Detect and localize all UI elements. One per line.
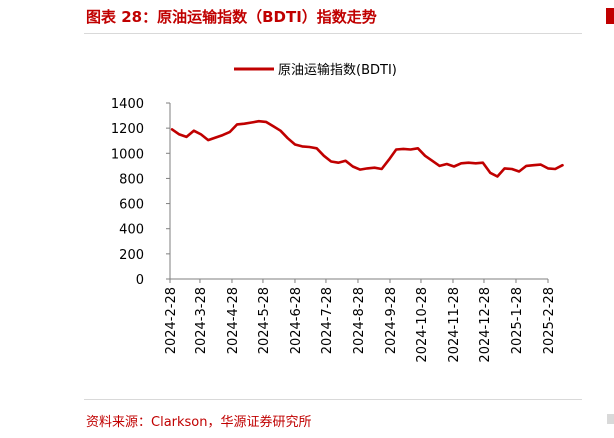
y-tick-label: 400 [119,223,144,238]
x-tick-label: 2024-5-28 [257,287,272,354]
series-line-bdti [170,119,564,178]
plot-area [170,119,564,178]
x-tick-label: 2025-2-28 [542,287,557,354]
x-tick-label: 2024-10-28 [415,287,430,363]
x-tick-label: 2024-11-28 [447,287,462,363]
x-tick-label: 2024-7-28 [320,287,335,354]
y-tick-label: 800 [119,172,144,187]
y-tick-label: 1000 [111,147,144,162]
x-tick-label: 2024-4-28 [226,287,241,354]
y-axis: 0 200 400 600 800 1000 1200 1400 [111,97,171,288]
line-chart: 原油运输指数(BDTI) 0 200 400 600 800 1000 1200 1400 2… [111,62,564,363]
x-axis: 2024-2-28 2024-3-28 2024-4-28 2024-5-28 2024… [164,278,557,363]
chart-legend: 原油运输指数(BDTI) [234,62,397,78]
source-note: 资料来源：Clarkson，华源证券研究所 [86,415,312,430]
x-tick-label: 2024-9-28 [384,287,399,354]
y-tick-label: 600 [119,198,144,213]
x-tick-label: 2024-8-28 [352,287,367,354]
y-tick-label: 1400 [111,97,144,112]
x-tick-label: 2025-1-28 [510,287,525,354]
x-tick-label: 2024-6-28 [289,287,304,354]
adjacent-panel-edge-2 [607,414,614,424]
title-divider [84,33,582,34]
adjacent-panel-edge [606,8,614,24]
source-divider [84,399,582,400]
figure-title: 图表 28：原油运输指数（BDTI）指数走势 [86,8,377,26]
legend-label: 原油运输指数(BDTI) [278,62,397,78]
x-tick-label: 2024-12-28 [478,287,493,363]
y-tick-label: 1200 [111,122,144,137]
x-tick-label: 2024-3-28 [194,287,209,354]
x-tick-label: 2024-2-28 [164,287,179,354]
y-tick-label: 200 [119,248,144,263]
y-tick-label: 0 [136,273,144,288]
